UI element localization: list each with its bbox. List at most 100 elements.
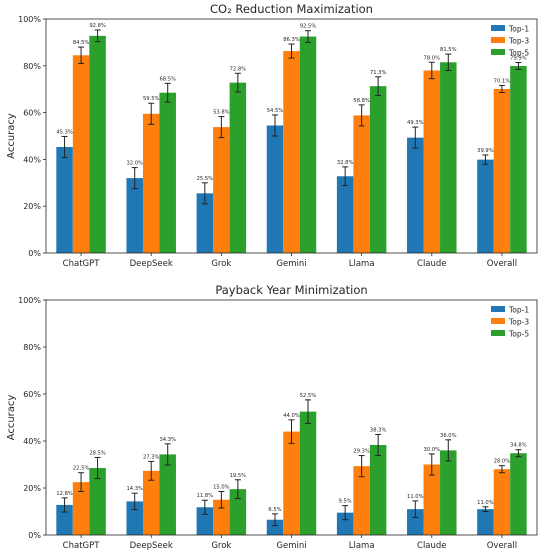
bar-top-5 (89, 468, 106, 535)
bar-top-1 (477, 159, 494, 253)
y-tick-label: 80% (23, 343, 41, 352)
bar-top-3 (493, 88, 511, 253)
chart-title: Payback Year Minimization (215, 283, 367, 297)
x-tick-label: Llama (349, 541, 375, 551)
data-label: 32.0% (126, 161, 143, 167)
x-tick-label: Claude (417, 259, 447, 269)
bar-top-3 (423, 70, 441, 253)
legend-label: Top-1 (508, 306, 529, 315)
data-label: 25.5% (197, 176, 214, 182)
x-tick-label: Grok (211, 541, 231, 551)
y-axis-label: Accuracy (6, 113, 17, 159)
bar-top-3 (142, 470, 160, 535)
data-label: 22.5% (73, 466, 90, 472)
data-label: 39.9% (477, 148, 494, 154)
data-label: 15.0% (213, 485, 230, 491)
data-label: 52.5% (300, 393, 317, 399)
bar-top-5 (159, 454, 176, 535)
data-label: 28.0% (494, 459, 511, 465)
y-tick-label: 80% (23, 62, 41, 71)
data-label: 49.3% (407, 120, 424, 126)
y-tick-label: 100% (18, 15, 41, 24)
bar-top-1 (336, 512, 354, 535)
y-tick-label: 40% (23, 155, 41, 164)
data-label: 11.0% (407, 494, 424, 500)
data-label: 11.8% (197, 493, 214, 499)
bar-top-1 (56, 146, 73, 253)
data-label: 59.5% (143, 96, 160, 102)
x-tick-label: Overall (487, 541, 517, 551)
data-label: 58.8% (353, 98, 370, 104)
bar-top-3 (353, 115, 370, 254)
legend-label: Top-5 (508, 49, 529, 58)
bar-top-1 (266, 519, 284, 535)
bar-top-3 (213, 127, 230, 253)
chart-panel-2: Payback Year Minimization Accuracy 0% 20% 40… (6, 283, 538, 551)
bar-top-5 (89, 35, 106, 254)
plot-frame (45, 18, 538, 254)
legend-label: Top-1 (508, 25, 529, 34)
data-label: 38.3% (370, 427, 387, 433)
bar-top-5 (299, 36, 317, 253)
data-label: 78.0% (424, 55, 441, 61)
data-label: 72.8% (230, 66, 247, 72)
y-tick-label: 40% (23, 437, 41, 446)
data-label: 54.5% (267, 108, 284, 114)
data-label: 12.8% (56, 491, 73, 497)
bar-top-1 (56, 504, 73, 535)
y-axis-label: Accuracy (6, 395, 17, 441)
data-label: 70.1% (494, 78, 511, 84)
bar-top-5 (440, 450, 457, 535)
bar-top-1 (407, 137, 424, 253)
x-tick-label: DeepSeek (130, 541, 173, 551)
x-tick-label: Llama (349, 259, 375, 269)
data-label: 30.0% (424, 447, 441, 453)
data-label: 92.5% (300, 24, 317, 30)
x-tick-label: Overall (487, 259, 517, 269)
bar-top-3 (72, 482, 90, 535)
y-tick-label: 100% (18, 296, 41, 305)
bar-top-5 (510, 66, 527, 253)
bar-top-5 (229, 489, 247, 535)
bar-top-3 (213, 499, 230, 535)
bar-top-5 (440, 62, 457, 253)
bar-top-3 (142, 113, 160, 254)
bar-top-1 (477, 509, 494, 535)
bar-top-3 (353, 466, 370, 535)
data-label: 45.3% (56, 129, 73, 135)
x-tick-label: ChatGPT (63, 259, 101, 269)
data-label: 71.3% (370, 70, 387, 76)
data-label: 6.5% (268, 507, 281, 513)
data-label: 29.3% (353, 449, 370, 455)
legend-label: Top-3 (508, 318, 529, 327)
data-label: 84.5% (73, 40, 90, 46)
x-tick-label: Grok (211, 259, 231, 269)
y-tick-label: 60% (23, 390, 41, 399)
y-tick-label: 20% (23, 484, 41, 493)
x-tick-label: Claude (417, 541, 447, 551)
legend-label: Top-5 (508, 330, 529, 339)
bar-top-3 (493, 469, 511, 535)
data-label: 92.8% (89, 23, 106, 29)
data-label: 27.3% (143, 454, 160, 460)
legend-swatch-top-5 (491, 49, 505, 55)
bar-top-5 (159, 92, 176, 254)
legend-swatch-top-1 (491, 25, 505, 31)
chart-title: CO₂ Reduction Maximization (210, 2, 373, 16)
data-label: 79.9% (510, 56, 527, 62)
bar-top-3 (283, 431, 300, 535)
bar-top-3 (72, 55, 90, 253)
bar-top-1 (266, 125, 284, 253)
bar-top-1 (196, 507, 214, 535)
data-label: 32.8% (337, 160, 354, 166)
data-label: 11.0% (477, 500, 494, 506)
data-label: 36.0% (440, 433, 457, 439)
y-tick-label: 20% (23, 202, 41, 211)
legend-label: Top-3 (508, 37, 529, 46)
x-tick-label: Gemini (276, 541, 306, 551)
data-label: 86.3% (283, 37, 300, 43)
data-label: 81.5% (440, 47, 457, 53)
data-label: 53.8% (213, 110, 230, 116)
bar-top-5 (229, 82, 247, 253)
